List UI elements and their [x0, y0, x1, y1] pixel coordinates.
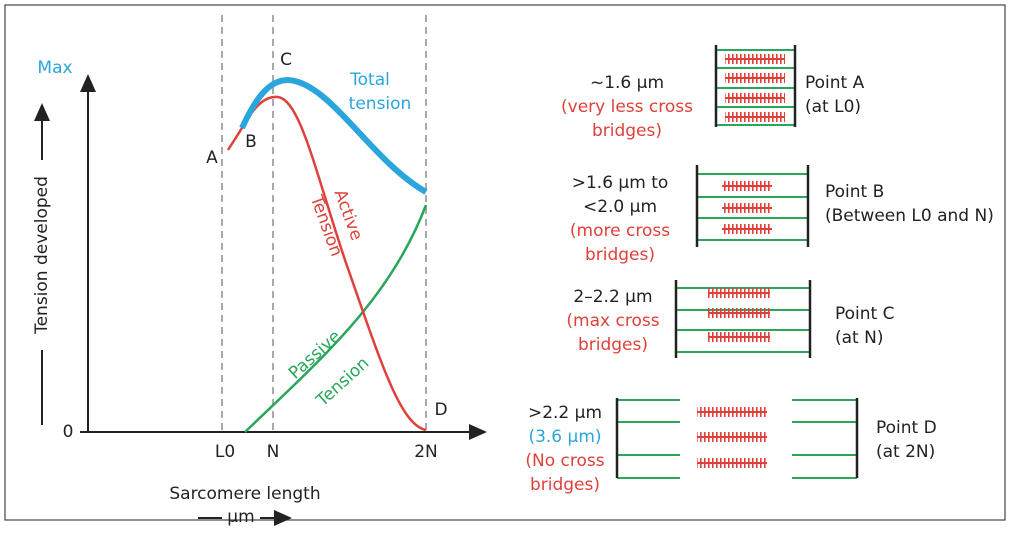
point-label: Point A — [805, 73, 865, 93]
y-max: Max — [37, 58, 72, 78]
length-label: >1.6 μm to — [572, 173, 669, 193]
x-axis-label: Sarcomere length — [169, 484, 320, 504]
x-tick: N — [267, 442, 280, 462]
point-label: (at 2N) — [876, 442, 935, 462]
note-label: (more cross — [570, 221, 670, 241]
graph: Max 0 L0 N 2N Sarcomere length μm Tensio… — [32, 15, 485, 527]
note-label: (very less cross — [561, 97, 693, 117]
note-label: (max cross — [566, 311, 659, 331]
point-label: Point C — [835, 304, 894, 324]
diagram: Max 0 L0 N 2N Sarcomere length μm Tensio… — [0, 0, 1011, 532]
note-label: bridges) — [530, 475, 600, 495]
length-label: <2.0 μm — [583, 197, 657, 217]
point-label: Point D — [876, 418, 937, 438]
length-label: ~1.6 μm — [590, 73, 664, 93]
point-label: C — [280, 50, 292, 70]
total-label: Total — [349, 70, 390, 90]
point-label: D — [434, 400, 447, 420]
length-label: >2.2 μm — [528, 403, 602, 423]
note-label: bridges) — [592, 121, 662, 141]
note-label: (No cross — [525, 451, 604, 471]
length-label: (3.6 μm) — [528, 427, 601, 447]
y-zero: 0 — [63, 422, 74, 442]
x-unit: μm — [227, 507, 254, 527]
x-tick: L0 — [215, 442, 235, 462]
point-label: B — [245, 132, 257, 152]
total-label: tension — [349, 94, 412, 114]
point-label: (at N) — [835, 328, 883, 348]
x-tick: 2N — [414, 442, 438, 462]
note-label: bridges) — [578, 335, 648, 355]
note-label: bridges) — [585, 245, 655, 265]
y-axis-label: Tension developed — [32, 176, 52, 335]
point-label: Point B — [825, 182, 884, 202]
length-label: 2–2.2 μm — [573, 287, 652, 307]
sarcomeres: ~1.6 μm (very less cross bridges) Point A (a… — [525, 45, 993, 495]
point-label: (Between L0 and N) — [825, 206, 994, 226]
point-label: A — [206, 148, 218, 168]
point-label: (at L0) — [805, 97, 861, 117]
